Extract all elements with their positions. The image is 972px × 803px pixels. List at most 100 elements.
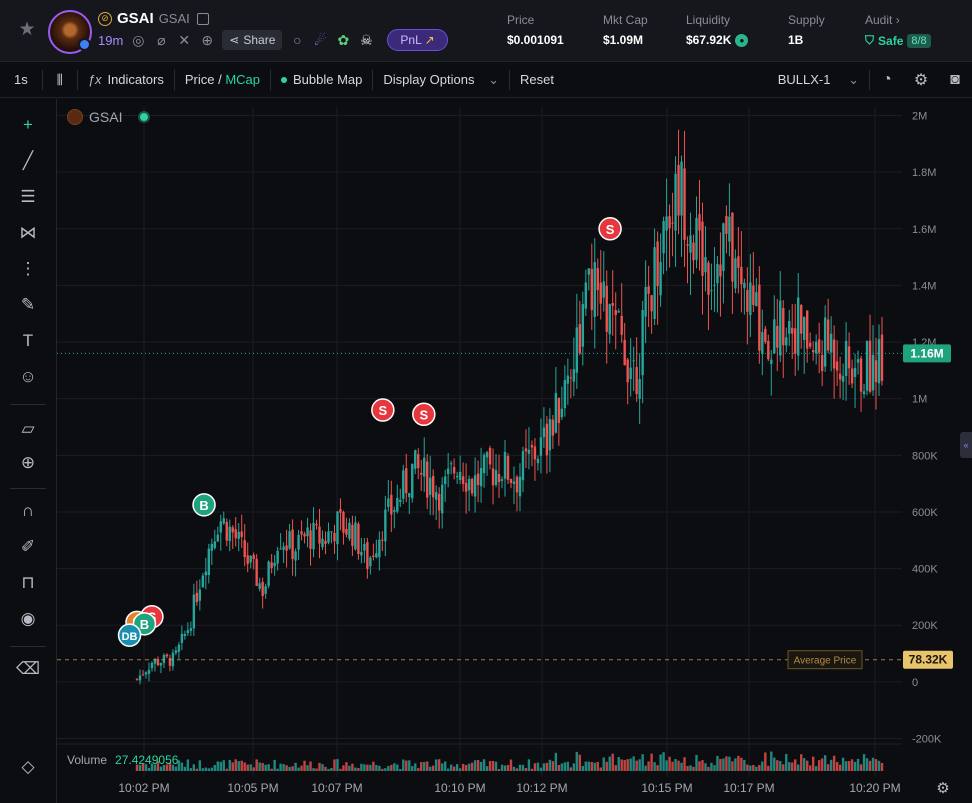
trade-marker-sell xyxy=(598,217,622,241)
lock-pencil-icon[interactable]: ✐ xyxy=(20,537,36,556)
stat-price-value: $0.001091 xyxy=(507,33,564,47)
bubble-map-button[interactable]: Bubble Map xyxy=(271,62,372,98)
unlock-icon[interactable]: ⊓ xyxy=(21,573,35,592)
candle-body xyxy=(222,518,225,524)
volume-bar xyxy=(814,766,818,771)
volume-bar xyxy=(138,764,142,771)
candle-body xyxy=(587,268,590,275)
frog-icon[interactable]: ✿ xyxy=(337,32,350,48)
zoom-icon[interactable]: ⊕ xyxy=(20,453,36,472)
eye-icon[interactable]: ◉ xyxy=(20,609,36,628)
x-icon[interactable]: ✕ xyxy=(178,32,191,48)
pump-icon: ⊘ xyxy=(98,11,112,26)
crosshair-icon[interactable]: + xyxy=(23,115,33,134)
globe-icon[interactable]: ⊕ xyxy=(201,32,214,48)
candle-body xyxy=(826,319,830,351)
interval-selector[interactable]: 1s xyxy=(14,71,28,87)
expand-panel-handle[interactable]: « xyxy=(960,432,972,458)
candle-body xyxy=(360,551,363,556)
volume-legend: Volume 27.4249056 xyxy=(67,753,178,767)
y-tick-label: -200K xyxy=(912,734,942,746)
candle-body xyxy=(626,359,629,383)
volume-bar xyxy=(156,761,160,771)
candle-body xyxy=(204,571,208,576)
volume-bar xyxy=(216,761,219,771)
gear-icon[interactable]: ⚙ xyxy=(913,72,929,89)
x-tick-label: 10:05 PM xyxy=(227,781,278,795)
candle-body xyxy=(384,509,387,542)
volume-bar xyxy=(773,757,776,771)
volume-bar xyxy=(390,764,393,771)
candle-body xyxy=(357,523,360,555)
volume-bar xyxy=(614,765,617,771)
volume-bar xyxy=(542,763,546,771)
ruler-icon[interactable]: ▱ xyxy=(21,419,35,438)
x-tick-label: 10:10 PM xyxy=(434,781,485,795)
volume-bar xyxy=(288,766,291,771)
candle-body xyxy=(213,541,216,549)
avatar-badge xyxy=(78,38,91,51)
volume-bar xyxy=(168,762,172,771)
link-icon[interactable]: ⌀ xyxy=(157,32,166,48)
candle-body xyxy=(817,339,821,353)
volume-label: Volume xyxy=(67,753,108,767)
reset-button[interactable]: Reset xyxy=(519,71,554,87)
trendline-icon[interactable]: ╱ xyxy=(22,151,34,170)
candle-type-icon[interactable]: ⫼ xyxy=(56,71,63,87)
volume-bar xyxy=(180,762,184,771)
volume-bar xyxy=(440,763,444,771)
layers-icon[interactable]: ◇ xyxy=(21,757,35,776)
volume-bar xyxy=(408,760,411,771)
stat-audit[interactable]: Audit › ⛉ Safe 8/8 xyxy=(865,13,931,48)
candle-body xyxy=(375,553,378,558)
volume-bar xyxy=(545,762,549,771)
indicators-button[interactable]: ƒx Indicators xyxy=(78,62,174,98)
pattern-icon[interactable]: ⋈ xyxy=(19,223,37,242)
speedometer-icon[interactable]: ◔ xyxy=(882,71,892,88)
volume-bar xyxy=(506,765,510,771)
measure-lines-icon[interactable]: ⋮ xyxy=(19,259,37,278)
emoji-icon[interactable]: ☺ xyxy=(19,367,37,386)
trash-icon[interactable]: ⌫ xyxy=(15,659,41,678)
share-button[interactable]: ⋖ Share xyxy=(222,30,283,50)
candle-body xyxy=(844,340,848,376)
candle-body xyxy=(366,541,369,569)
trade-marker-label: S xyxy=(379,403,388,418)
volume-bar xyxy=(135,764,139,771)
candle-body xyxy=(668,216,671,229)
search-icon[interactable]: ◎ xyxy=(132,32,145,48)
exchange-selector[interactable]: BULLX-1 ⌄ xyxy=(768,62,869,98)
candle-body xyxy=(153,659,157,664)
skull-icon[interactable]: ☠ xyxy=(360,32,373,48)
candle-body xyxy=(859,358,863,392)
fib-icon[interactable]: ☰ xyxy=(20,187,36,206)
chart-canvas[interactable]: 2M1.8M1.6M1.4M1.2M1M800K600K400K200K0-20… xyxy=(57,99,972,803)
chart-settings-icon[interactable]: ⚙ xyxy=(936,780,950,797)
volume-bar xyxy=(551,761,555,771)
candle-body xyxy=(177,644,181,652)
volume-bar xyxy=(877,760,881,771)
magnify-icon[interactable]: ○ xyxy=(293,32,302,48)
token-avatar[interactable] xyxy=(48,10,92,54)
candle-body xyxy=(823,317,827,367)
brush-icon[interactable]: ✎ xyxy=(20,295,36,314)
volume-bar xyxy=(548,759,552,771)
price-mcap-toggle[interactable]: Price / MCap xyxy=(175,62,270,98)
candle-body xyxy=(309,530,312,549)
candle-body xyxy=(524,448,528,452)
price-chart[interactable]: 2M 1.8M 1.6M 1.4M 1.2M 1M 800K 600K 400K 200K 0 -20… xyxy=(57,99,972,803)
alien-icon[interactable]: ☄ xyxy=(314,32,327,48)
divider xyxy=(508,69,510,90)
camera-icon[interactable]: ◙ xyxy=(950,71,960,88)
stat-supply: Supply 1B xyxy=(788,13,825,47)
candle-body xyxy=(761,332,764,354)
volume-bar xyxy=(847,761,851,771)
star-icon[interactable]: ★ xyxy=(18,19,36,40)
candle-body xyxy=(599,282,602,304)
magnet-icon[interactable]: ∩ xyxy=(21,501,35,520)
display-options-button[interactable]: Display Options ⌄ xyxy=(373,62,509,98)
copy-icon[interactable] xyxy=(196,12,209,25)
pnl-button[interactable]: PnL ↗ xyxy=(387,29,448,51)
volume-bar xyxy=(186,759,190,771)
text-icon[interactable]: T xyxy=(22,331,34,350)
